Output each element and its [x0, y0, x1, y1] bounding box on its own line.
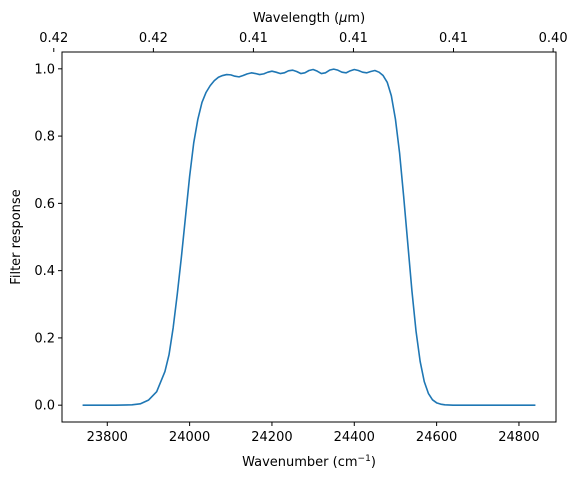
y-tick-label: 0.2	[34, 331, 55, 346]
top-axis-label-mu: μ	[338, 11, 347, 26]
plot-background	[62, 52, 556, 422]
top-axis-label-end: m)	[347, 11, 365, 26]
top-tick-label: 0.41	[239, 31, 268, 46]
top-tick-label: 0.41	[339, 31, 368, 46]
x-tick-label: 24400	[334, 430, 375, 445]
x-axis-label-superscript: −1	[358, 454, 371, 464]
series-line-0	[82, 68, 536, 406]
x-tick-label: 24600	[416, 430, 457, 445]
top-tick-label: 0.42	[139, 31, 168, 46]
plot-frame	[61, 51, 557, 423]
series-layer	[82, 68, 536, 406]
top-axis-ticks: 0.42 0.42 0.41 0.41 0.41 0.40	[39, 31, 567, 52]
top-tick-label: 0.40	[539, 31, 567, 46]
x-tick-label: 24200	[251, 430, 292, 445]
y-tick-label: 0.4	[34, 264, 55, 279]
top-axis-label: Wavelength (μm)	[253, 11, 365, 26]
top-axis-label-main: Wavelength (	[253, 11, 339, 26]
left-axis-ticks: 0.0 0.2 0.4 0.6 0.8 1.0	[34, 62, 62, 414]
bottom-axis-ticks: 23800 24000 24200 24400 24600 24800	[87, 422, 540, 445]
top-tick-label: 0.41	[439, 31, 468, 46]
y-tick-label: 0.6	[34, 197, 55, 212]
top-tick-label: 0.42	[39, 31, 68, 46]
x-tick-label: 24800	[498, 430, 539, 445]
x-axis-label-end: )	[371, 455, 376, 470]
y-tick-label: 1.0	[34, 62, 55, 77]
y-tick-label: 0.8	[34, 130, 55, 145]
x-axis-label: Wavenumber (cm−1)	[242, 454, 376, 470]
x-tick-label: 24000	[169, 430, 210, 445]
x-tick-label: 23800	[87, 430, 128, 445]
y-tick-label: 0.0	[34, 399, 55, 414]
y-axis-label: Filter response	[9, 189, 24, 284]
x-axis-label-main: Wavenumber (cm	[242, 455, 357, 470]
